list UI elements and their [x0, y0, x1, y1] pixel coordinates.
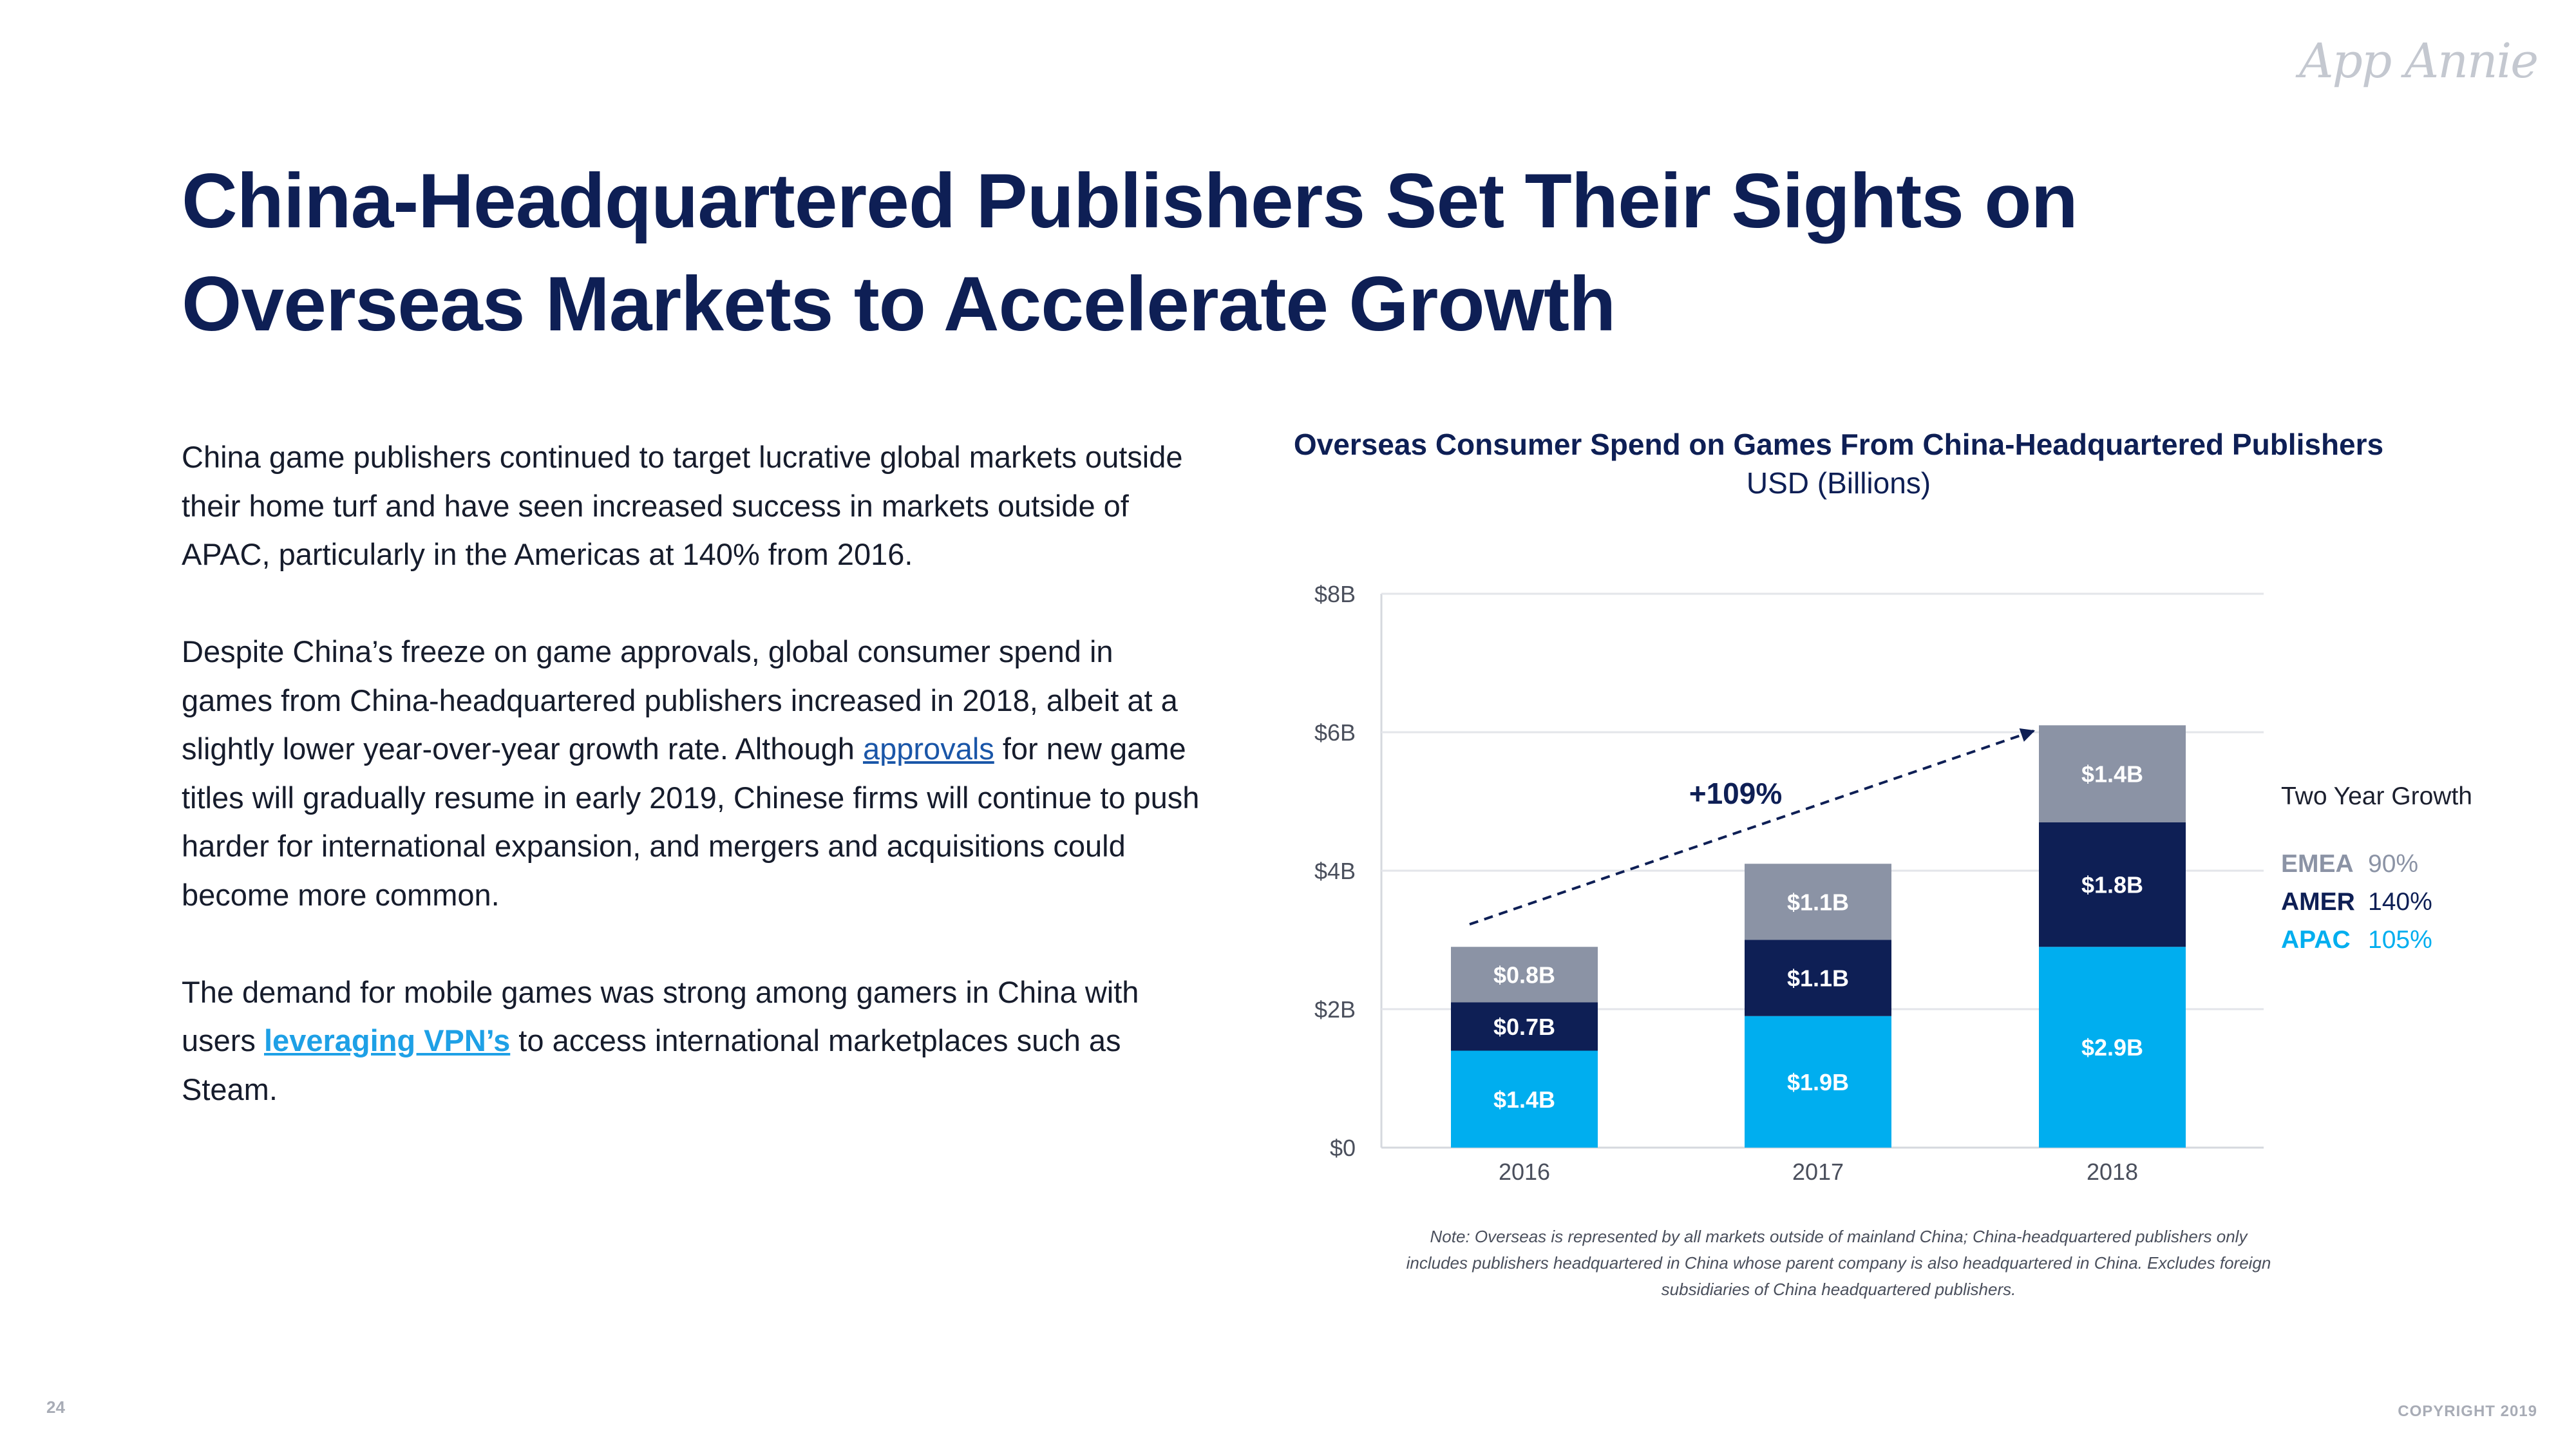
- chart-subtitle: USD (Billions): [1746, 466, 1931, 500]
- chart-title: Overseas Consumer Spend on Games From Ch…: [1293, 428, 2384, 461]
- bar-segment-amer: [2039, 822, 2186, 947]
- data-label: $0.7B: [1493, 1014, 1555, 1040]
- growth-annotation: +109%: [1689, 777, 1783, 810]
- data-label: $1.9B: [1787, 1069, 1849, 1095]
- stacked-bar-chart: $0 $2B $4B $6B $8B $1.4B $0.7B $0.8B 2016 $1.9B $1…: [1314, 581, 2264, 1185]
- approvals-link[interactable]: approvals: [862, 732, 994, 766]
- y-tick-label: $0: [1330, 1135, 1356, 1161]
- y-tick-label: $8B: [1314, 581, 1356, 607]
- bar-segment-emea: [1451, 947, 1598, 1003]
- bar-segment-apac: [1745, 1016, 1891, 1148]
- legend-row-emea: EMEA 90%: [2281, 849, 2472, 879]
- paragraph-3-text-a: The demand for mobile games was strong a…: [182, 974, 1139, 1058]
- bar-segment-amer: [1451, 1002, 1598, 1051]
- vpn-link[interactable]: leveraging VPN’s: [264, 1023, 511, 1057]
- paragraph-3: The demand for mobile games was strong a…: [182, 968, 1212, 1114]
- paragraph-3-text-b: to access international marketplaces suc…: [182, 1023, 1121, 1106]
- bar-segment-apac: [1451, 1050, 1598, 1148]
- page-title: China-Headquartered Publishers Set Their…: [182, 158, 2078, 347]
- body-text: China game publishers continued to targe…: [182, 433, 1212, 1113]
- bar-segment-emea: [2039, 725, 2186, 822]
- x-tick-label: 2016: [1499, 1159, 1550, 1185]
- chart-note: Note: Overseas is represented by all mar…: [1406, 1227, 2271, 1299]
- growth-legend: Two Year Growth EMEA 90% AMER 140% APAC …: [2281, 782, 2472, 963]
- data-label: $1.4B: [2081, 761, 2143, 788]
- page-number: 24: [46, 1397, 65, 1417]
- bar-segment-apac: [2039, 947, 2186, 1148]
- paragraph-2-text-a: Despite China’s freeze on game approvals…: [182, 634, 1178, 766]
- chart-header: Overseas Consumer Spend on Games From Ch…: [1256, 425, 2421, 502]
- data-label: $1.1B: [1787, 965, 1849, 992]
- legend-title: Two Year Growth: [2281, 782, 2472, 810]
- data-label: $2.9B: [2081, 1034, 2143, 1061]
- copyright: COPYRIGHT 2019: [2398, 1403, 2537, 1420]
- legend-value-amer: 140%: [2368, 888, 2432, 916]
- x-tick-label: 2017: [1792, 1159, 1844, 1185]
- legend-value-apac: 105%: [2368, 926, 2432, 954]
- growth-arrow-line: [1469, 729, 2036, 926]
- app-annie-logo: App Annie: [2299, 33, 2539, 89]
- legend-row-amer: AMER 140%: [2281, 887, 2472, 917]
- bar-segment-emea: [1745, 864, 1891, 940]
- y-tick-label: $4B: [1314, 858, 1356, 884]
- paragraph-2-text-b: for new game titles will gradually resum…: [182, 732, 1200, 912]
- legend-value-emea: 90%: [2368, 850, 2419, 878]
- data-label: $0.8B: [1493, 961, 1555, 988]
- data-label: $1.8B: [2081, 872, 2143, 898]
- data-label: $1.4B: [1493, 1086, 1555, 1113]
- legend-name-amer: AMER: [2281, 888, 2355, 916]
- paragraph-2: Despite China’s freeze on game approvals…: [182, 627, 1212, 919]
- paragraph-1: China game publishers continued to targe…: [182, 440, 1183, 571]
- legend-name-apac: APAC: [2281, 926, 2351, 954]
- y-tick-label: $2B: [1314, 996, 1356, 1023]
- y-tick-label: $6B: [1314, 719, 1356, 746]
- legend-row-apac: APAC 105%: [2281, 925, 2472, 955]
- growth-arrow-head: [2019, 728, 2035, 742]
- x-tick-label: 2018: [2087, 1159, 2138, 1185]
- bar-segment-amer: [1745, 940, 1891, 1016]
- data-label: $1.1B: [1787, 889, 1849, 915]
- legend-name-emea: EMEA: [2281, 850, 2354, 878]
